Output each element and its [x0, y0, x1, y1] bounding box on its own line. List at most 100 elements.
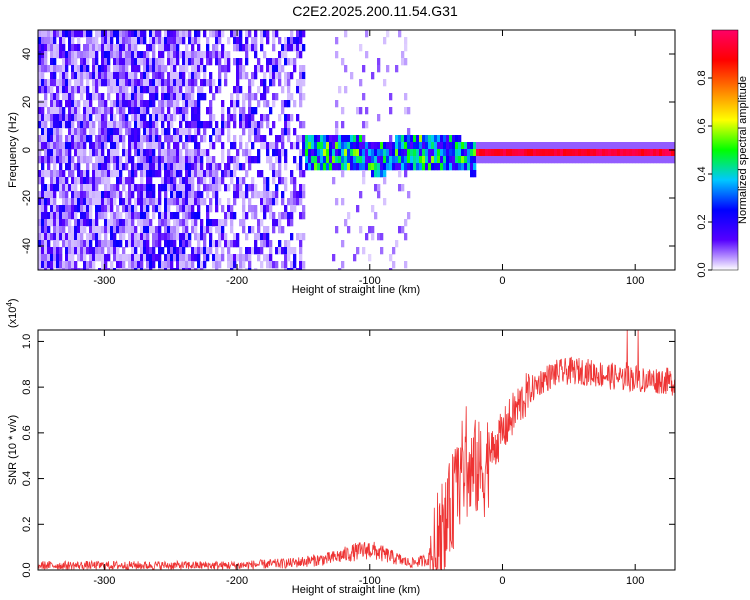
spectrogram-cell [185, 156, 189, 164]
spectrogram-cell [104, 226, 108, 234]
spectrogram-cell [71, 261, 75, 269]
spectrogram-cell [173, 65, 177, 73]
spectrogram-cell [197, 212, 201, 220]
spectrogram-cell [59, 226, 63, 234]
spectrogram-cell [53, 128, 57, 136]
spectrogram-cell [185, 226, 189, 234]
spectrogram-cell [137, 212, 141, 220]
spectrogram-cell [245, 30, 249, 38]
spectrogram-cell [362, 163, 366, 171]
spectrogram-cell [485, 149, 489, 157]
spectrogram-cell [59, 254, 63, 262]
spectrogram-cell [530, 156, 534, 164]
spectrogram-cell [158, 233, 162, 241]
spectrogram-cell [533, 149, 537, 157]
spectrogram-cell [89, 205, 93, 213]
spectrogram-cell [83, 184, 87, 192]
spectrogram-cell [239, 86, 243, 94]
spectrogram-cell [47, 149, 51, 157]
spectrogram-cell [359, 149, 363, 157]
spectrogram-cell [476, 149, 480, 157]
spectrogram-cell [77, 114, 81, 122]
spectrogram-cell [215, 58, 219, 66]
spectrogram-cell [239, 121, 243, 129]
spectrogram-cell [389, 135, 393, 143]
spectrogram-cell [89, 72, 93, 80]
spectrogram-cell [284, 100, 288, 108]
spectrogram-cell [356, 156, 360, 164]
spectrogram-cell [122, 135, 126, 143]
spectrogram-cell [155, 65, 159, 73]
spectrogram-cell [125, 240, 129, 248]
spectrogram-cell [95, 177, 99, 185]
spectrogram-cell [95, 219, 99, 227]
spectrogram-cell [299, 184, 303, 192]
spectrogram-cell [71, 121, 75, 129]
spectrogram-cell [122, 268, 126, 270]
spectrogram-cell [212, 170, 216, 178]
spectrogram-cell [266, 100, 270, 108]
spectrogram-cell [284, 79, 288, 87]
colorbar-tick-label: 0.6 [696, 118, 708, 133]
spectrogram-cell [41, 128, 45, 136]
spectrogram-cell [170, 72, 174, 80]
spectrogram-cell [506, 149, 510, 157]
spectrogram-cell [149, 156, 153, 164]
spectrogram-cell [206, 107, 210, 115]
spectrogram-cell [305, 156, 309, 164]
spectrogram-cell [227, 205, 231, 213]
spectrogram-cell [479, 149, 483, 157]
spectrogram-cell [149, 114, 153, 122]
spectrogram-cell [332, 254, 336, 262]
spectrogram-cell [221, 149, 225, 157]
spectrogram-cell [413, 156, 417, 164]
spectrogram-cell [170, 184, 174, 192]
spectrogram-cell [80, 93, 84, 101]
spectrogram-cell [446, 156, 450, 164]
spectrogram-cell [287, 219, 291, 227]
spectrogram-cell [143, 198, 147, 206]
spectrogram-cell [137, 86, 141, 94]
spectrogram-cell [281, 198, 285, 206]
spectrogram-cell [317, 163, 321, 171]
spectrogram-cell [44, 142, 48, 150]
spectrogram-cell [278, 65, 282, 73]
spectrogram-cell [80, 170, 84, 178]
spectrogram-cell [614, 142, 618, 150]
spectrogram-cell [548, 156, 552, 164]
spectrogram-cell [50, 58, 54, 66]
spectrogram-cell [128, 198, 132, 206]
spectrogram-cell [233, 107, 237, 115]
spectrogram-cell [77, 51, 81, 59]
spectrogram-cell [287, 44, 291, 52]
spectrogram-cell [38, 100, 42, 108]
spectrogram-cell [533, 142, 537, 150]
spectrogram-cell [362, 135, 366, 143]
spectrogram-cell [278, 51, 282, 59]
spectrogram-cell [326, 163, 330, 171]
spectrogram-cell [236, 58, 240, 66]
spectrogram-cell [146, 156, 150, 164]
spectrogram-cell [299, 212, 303, 220]
spectrogram-cell [116, 58, 120, 66]
spectrogram-cell [203, 72, 207, 80]
spectrogram-cell [449, 142, 453, 150]
spectrogram-cell [662, 156, 666, 164]
spectrogram-cell [74, 191, 78, 199]
spectrogram-cell [140, 149, 144, 157]
spectrogram-cell [140, 79, 144, 87]
spectrogram-cell [260, 198, 264, 206]
spectrogram-cell [53, 212, 57, 220]
spectrogram-cell [80, 233, 84, 241]
spectrogram-cell [59, 44, 63, 52]
spectrogram-cell [104, 128, 108, 136]
spectrogram-cell [137, 30, 141, 38]
spectrogram-cell [251, 121, 255, 129]
spectrogram-cell [152, 191, 156, 199]
spectrogram-cell [242, 261, 246, 269]
spectrogram-cell [368, 226, 372, 234]
spectrogram-cell [236, 72, 240, 80]
spectrogram-cell [551, 142, 555, 150]
spectrogram-cell [197, 114, 201, 122]
spectrogram-cell [176, 107, 180, 115]
